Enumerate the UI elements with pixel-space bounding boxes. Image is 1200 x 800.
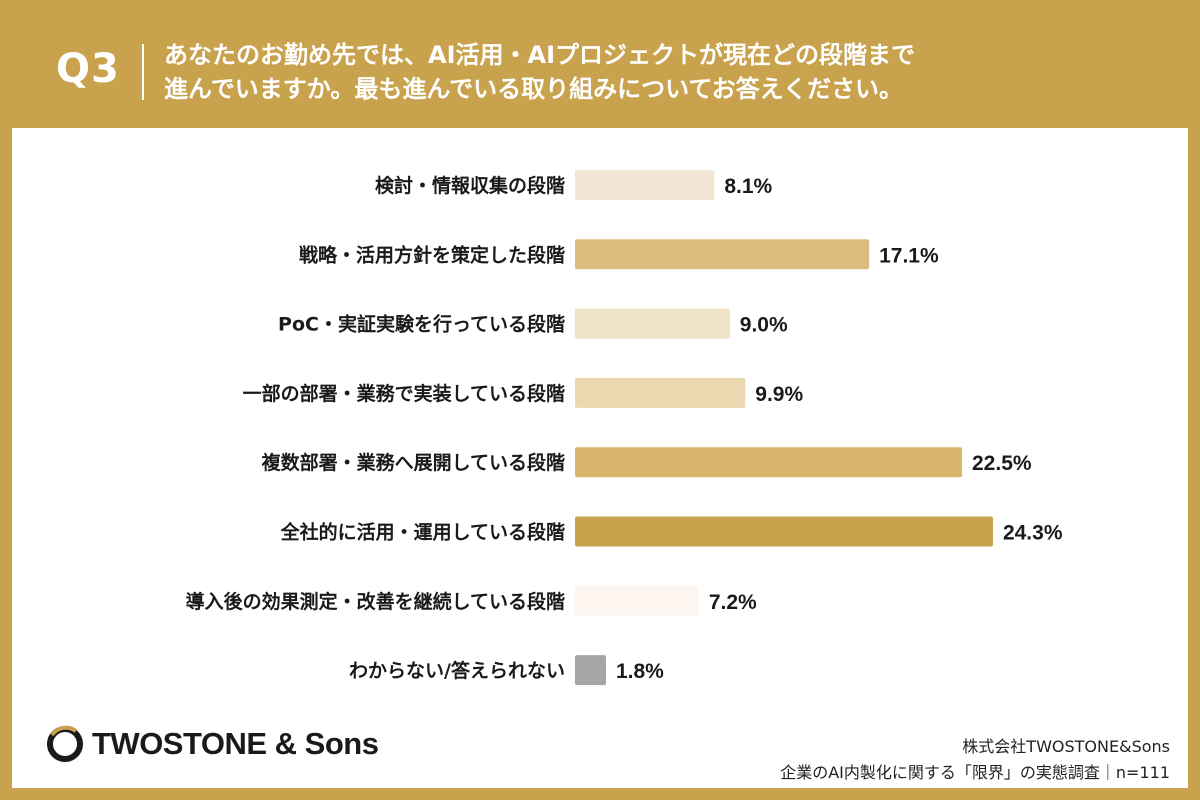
question-line-2: 進んでいますか。最も進んでいる取り組みについてお答えください。 <box>164 75 903 103</box>
value-label: 17.1% <box>879 244 939 267</box>
bar <box>575 308 730 339</box>
logo-text: TWOSTONE & Sons <box>92 726 379 761</box>
category-label: 複数部署・業務へ展開している段階 <box>261 451 565 474</box>
value-label: 8.1% <box>724 175 772 198</box>
bar <box>575 516 993 547</box>
category-label: わからない/答えられない <box>349 659 565 682</box>
bar-chart: 検討・情報収集の段階 8.1% 戦略・活用方針を策定した段階 17.1% PoC・実証実… <box>186 170 1063 686</box>
category-label: 一部の部署・業務で実装している段階 <box>243 382 565 405</box>
category-label: 導入後の効果測定・改善を継続している段階 <box>186 590 565 613</box>
question-header: Q3 あなたのお勤め先では、AI活用・AIプロジェクトが現在どの段階まで 進んで… <box>0 0 1200 128</box>
value-label: 24.3% <box>1003 522 1063 545</box>
category-label: PoC・実証実験を行っている段階 <box>278 313 565 336</box>
bar <box>575 585 699 616</box>
category-label: 全社的に活用・運用している段階 <box>280 521 565 544</box>
category-label: 検討・情報収集の段階 <box>375 174 565 197</box>
value-label: 1.8% <box>616 660 664 683</box>
header-divider <box>142 44 144 100</box>
question-text: あなたのお勤め先では、AI活用・AIプロジェクトが現在どの段階まで 進んでいます… <box>164 38 1164 106</box>
footer-company: 株式会社TWOSTONE&Sons <box>962 737 1170 756</box>
footer-credit: 株式会社TWOSTONE&Sons 企業のAI内製化に関する「限界」の実態調査｜… <box>780 734 1170 786</box>
bar <box>575 170 715 200</box>
bar <box>575 239 870 270</box>
bar <box>575 655 606 686</box>
question-number: Q3 <box>56 46 120 92</box>
question-line-1: あなたのお勤め先では、AI活用・AIプロジェクトが現在どの段階まで <box>164 41 916 69</box>
chart-panel: 検討・情報収集の段階 8.1% 戦略・活用方針を策定した段階 17.1% PoC・実証実… <box>12 128 1188 788</box>
value-label: 22.5% <box>972 452 1032 475</box>
twostone-logo-icon <box>47 725 83 762</box>
value-label: 9.9% <box>755 383 803 406</box>
value-label: 9.0% <box>740 314 788 337</box>
bar <box>575 377 746 408</box>
footer-survey: 企業のAI内製化に関する「限界」の実態調査｜n=111 <box>780 763 1170 782</box>
bar <box>575 447 962 478</box>
value-label: 7.2% <box>709 591 757 614</box>
category-label: 戦略・活用方針を策定した段階 <box>299 243 565 266</box>
company-logo: TWOSTONE & Sons <box>46 724 379 764</box>
